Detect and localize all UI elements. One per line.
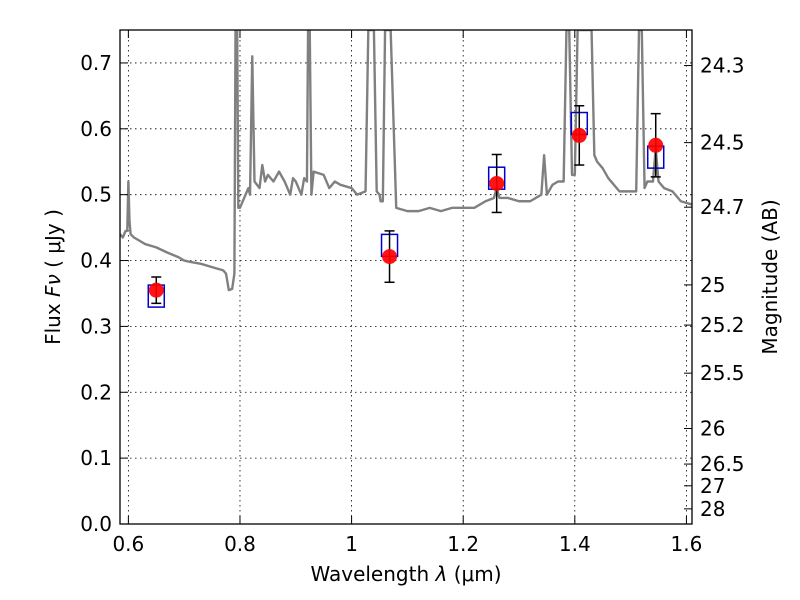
observed-flux-point [148,282,164,298]
observed-flux-point [571,127,587,143]
x-tick-label: 0.8 [224,532,256,556]
mag-tick-label: 27 [700,474,725,498]
x-tick-label: 0.6 [112,532,144,556]
mag-tick-label: 26.5 [700,452,745,476]
x-tick-label: 1 [345,532,358,556]
plot-area [120,30,692,308]
y-tick-label: 0.5 [80,183,112,207]
axes-frame [119,29,693,525]
x-tick-label: 1.2 [447,532,479,556]
y-tick-label: 0.3 [80,314,112,338]
mag-tick-label: 24.7 [700,195,745,219]
mag-tick-label: 25 [700,273,725,297]
y-tick-label: 0.7 [80,51,112,75]
y-tick-label: 0.6 [80,117,112,141]
y-tick-label: 0.0 [80,512,112,536]
mag-tick-label: 24.3 [700,54,745,78]
mag-tick-label: 26 [700,416,725,440]
mag-tick-label: 28 [700,497,725,521]
x-tick-label: 1.6 [671,532,703,556]
observed-flux-point [648,137,664,153]
y-tick-label: 0.4 [80,249,112,273]
mag-tick-label: 25.2 [700,313,745,337]
y-axis-title: Flux Fν ( μJy ) [41,209,65,345]
x-axis-title: Wavelength λ (μm) [310,562,501,586]
observed-flux-point [382,249,398,265]
model-sed-line [120,30,692,292]
y-tick-label: 0.2 [80,380,112,404]
y-tick-label: 0.1 [80,446,112,470]
mag-tick-label: 25.5 [700,361,745,385]
axis-ticks: 0.6 0.8 1 1.2 1.4 1.6 0.0 0.1 0.2 0.3 0.4 0.5 0.6 0.7… [80,30,745,556]
x-tick-label: 1.4 [559,532,591,556]
grid-lines [120,30,692,525]
observed-flux-point [489,175,505,191]
mag-tick-label: 24.5 [700,131,745,155]
right-axis-title: Magnitude (AB) [758,199,782,354]
